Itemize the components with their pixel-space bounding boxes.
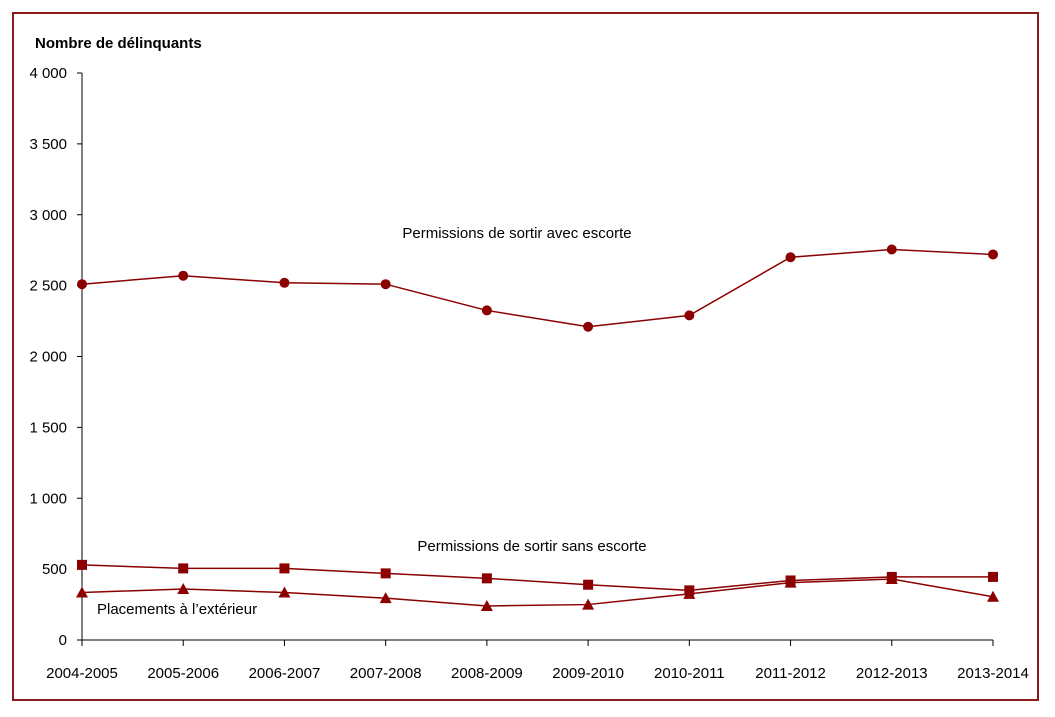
data-point-triangle	[987, 590, 999, 602]
data-point-circle	[481, 305, 492, 316]
y-tick-label: 0	[59, 632, 67, 649]
data-point-square	[178, 563, 189, 574]
data-point-triangle	[278, 586, 291, 598]
data-point-square	[279, 563, 290, 574]
x-tick-label: 2013-2014	[957, 665, 1029, 682]
data-point-square	[77, 559, 87, 570]
series-label-3: Placements à l’extérieur	[97, 601, 257, 618]
x-tick-label: 2011-2012	[755, 665, 826, 682]
data-point-triangle	[379, 592, 392, 604]
data-point-circle	[178, 270, 189, 281]
data-point-square	[988, 571, 998, 582]
y-tick-label: 3 000	[29, 207, 67, 224]
data-point-triangle	[177, 582, 190, 594]
y-tick-label: 3 500	[29, 136, 67, 153]
data-point-circle	[77, 279, 87, 290]
series-label-1: Permissions de sortir avec escorte	[402, 225, 631, 242]
x-tick-label: 2004-2005	[46, 665, 118, 682]
data-point-square	[583, 579, 594, 590]
y-axis-label: Nombre de délinquants	[35, 35, 202, 52]
data-point-circle	[988, 249, 998, 260]
x-tick-label: 2012-2013	[856, 665, 928, 682]
data-point-square	[380, 568, 391, 579]
data-point-square	[481, 573, 492, 584]
y-tick-label: 2 500	[29, 278, 67, 295]
data-point-circle	[785, 252, 796, 263]
data-point-circle	[583, 321, 594, 332]
data-point-circle	[380, 279, 391, 290]
data-point-triangle	[76, 586, 88, 598]
x-tick-label: 2010-2011	[654, 665, 725, 682]
series-label-2: Permissions de sortir sans escorte	[417, 538, 646, 555]
data-point-circle	[279, 277, 290, 288]
y-tick-label: 1 500	[29, 419, 67, 436]
series-line-3	[81, 578, 994, 607]
data-point-triangle	[885, 573, 898, 585]
x-tick-label: 2009-2010	[552, 665, 624, 682]
data-point-triangle	[683, 587, 696, 599]
x-tick-label: 2007-2008	[350, 665, 422, 682]
y-tick-label: 2 000	[29, 349, 67, 366]
data-point-triangle	[582, 598, 595, 610]
series-line-2	[81, 564, 993, 592]
y-tick-label: 1 000	[29, 490, 67, 507]
series-line-1	[81, 248, 994, 328]
x-tick-label: 2008-2009	[451, 665, 523, 682]
data-point-circle	[684, 310, 695, 321]
y-tick-label: 500	[42, 561, 67, 578]
x-tick-label: 2005-2006	[147, 665, 219, 682]
data-point-triangle	[480, 599, 493, 611]
data-point-circle	[886, 244, 897, 255]
x-tick-label: 2006-2007	[249, 665, 321, 682]
data-point-triangle	[784, 576, 797, 588]
y-tick-label: 4 000	[29, 65, 67, 82]
